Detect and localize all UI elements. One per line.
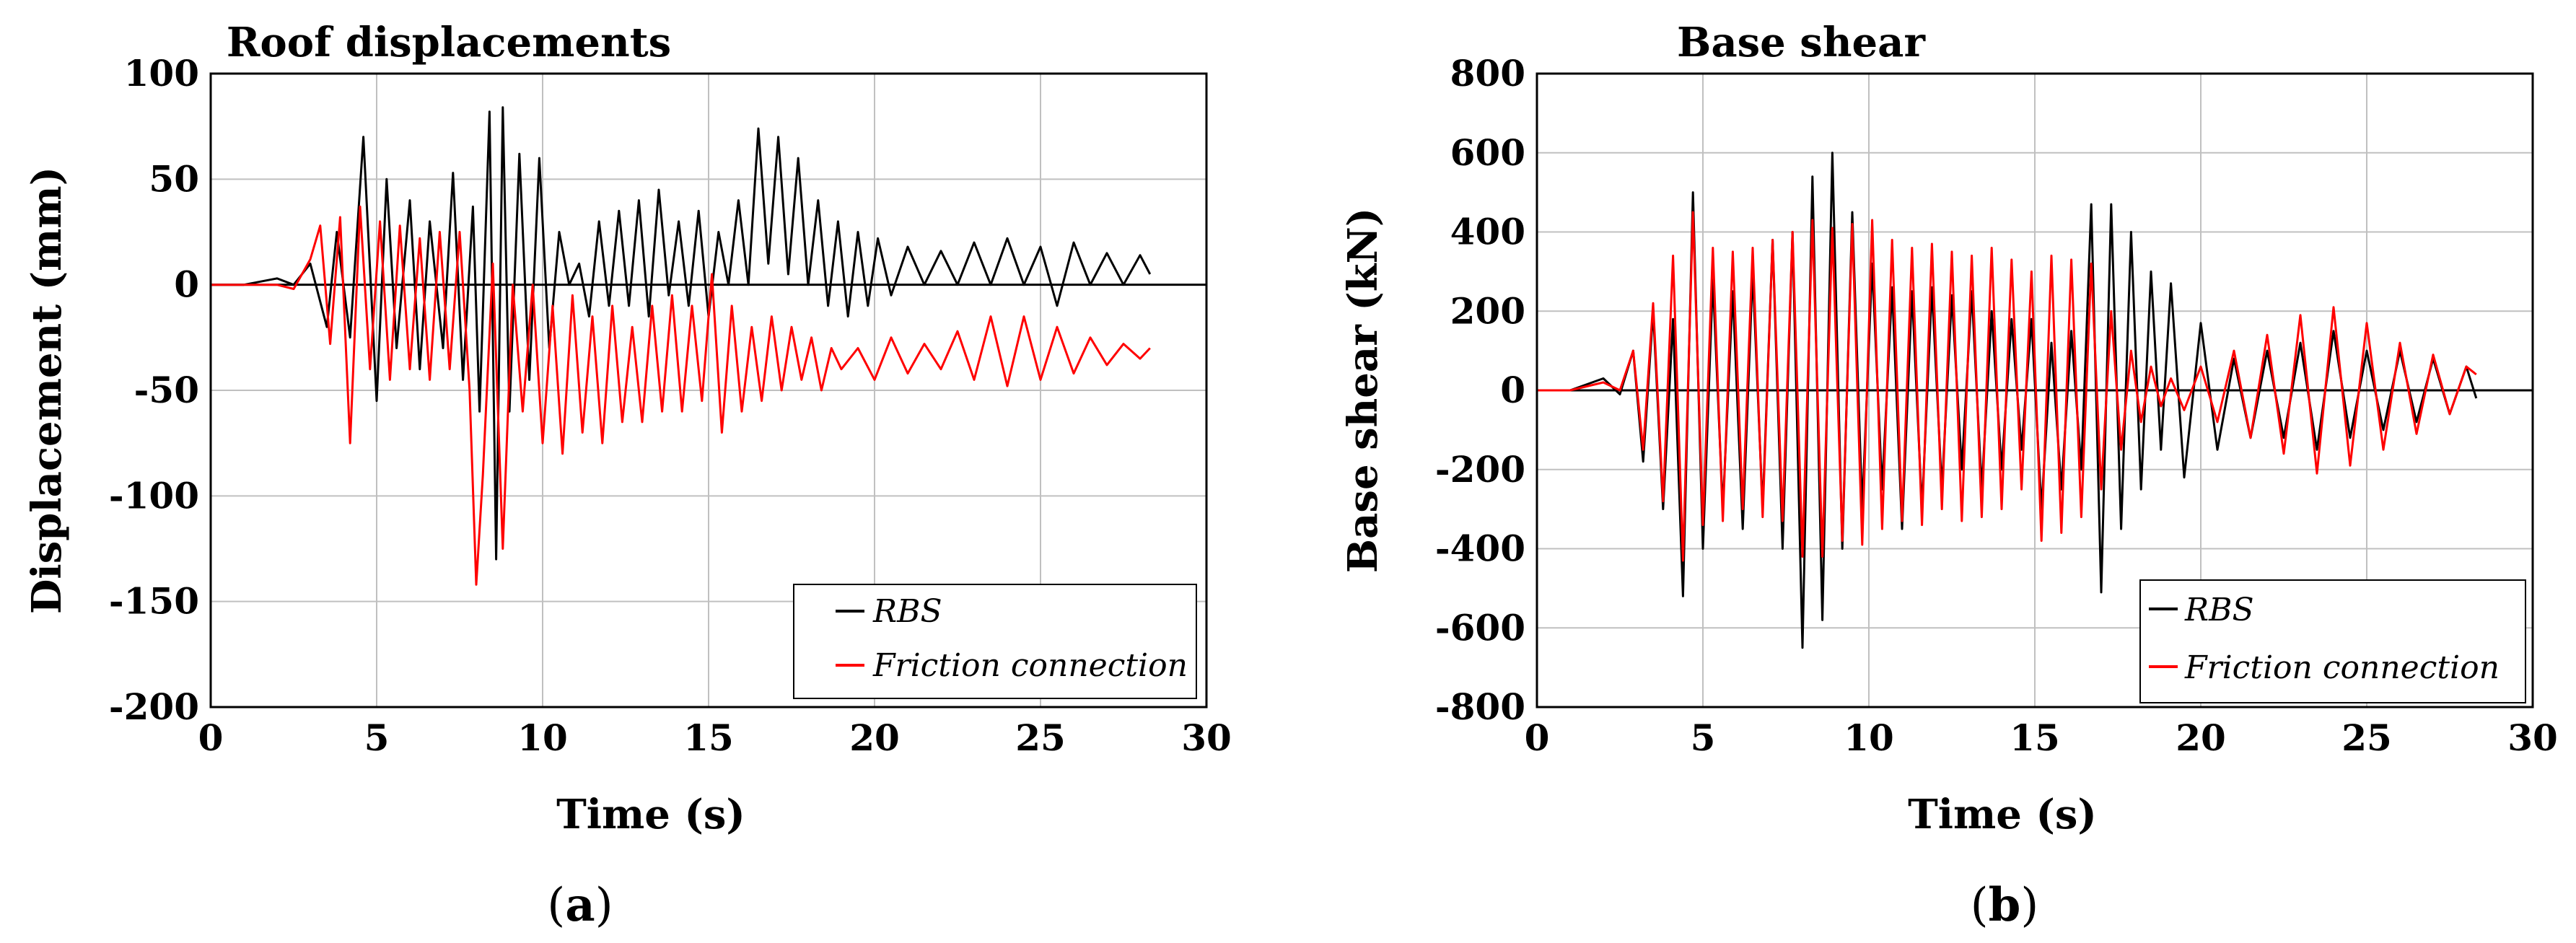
y-tick-label: 400 [1450, 211, 1525, 253]
x-tick-label: 30 [1181, 716, 1232, 759]
y-tick-label: -150 [109, 580, 199, 623]
x-tick-label: 15 [2010, 716, 2060, 759]
x-tick-labels: 0 5 10 15 20 25 30 [198, 716, 1232, 759]
y-axis-label: Displacement (mm) [23, 167, 71, 614]
x-tick-label: 0 [1525, 716, 1550, 759]
panel-label-a: (a) [547, 878, 613, 932]
plot-frame [209, 72, 1208, 709]
y-tick-label: 0 [174, 263, 199, 306]
y-tick-label: 800 [1450, 52, 1525, 95]
chart-title: Roof displacements [227, 19, 671, 66]
series-lines [211, 106, 1152, 586]
panel-label-b: (b) [1971, 878, 2039, 932]
x-tick-label: 20 [849, 716, 900, 759]
legend: RBS Friction connection [2139, 579, 2526, 703]
chart-title: Base shear [1677, 19, 1926, 66]
series-lines [1537, 152, 2478, 649]
x-tick-labels: 0 5 10 15 20 25 30 [1525, 716, 2558, 759]
x-tick-label: 15 [683, 716, 734, 759]
legend: RBS Friction connection [793, 584, 1197, 699]
chart-base-shear: Base shear -800-600-400-2000200400600800… [1339, 19, 2558, 932]
series-line-rbs [211, 106, 1152, 561]
y-tick-label: 600 [1450, 131, 1525, 174]
y-tick-label: -400 [1435, 527, 1525, 570]
y-tick-label: 100 [124, 52, 199, 95]
x-axis-label: Time (s) [556, 791, 745, 838]
y-axis-label: Base shear (kN) [1339, 208, 1387, 573]
series-line-friction-connection [211, 205, 1151, 586]
x-tick-label: 10 [517, 716, 568, 759]
x-tick-label: 25 [2341, 716, 2392, 759]
y-tick-label: 50 [149, 157, 199, 200]
plot-frame [1535, 72, 2534, 709]
legend-label-friction: Friction connection [2184, 649, 2500, 686]
y-tick-label: -200 [1435, 448, 1525, 491]
x-tick-label: 25 [1015, 716, 1066, 759]
legend-box [793, 584, 1197, 699]
y-tick-label: -800 [1435, 685, 1525, 728]
legend-label-friction: Friction connection [872, 647, 1188, 684]
chart-roof-displacements: Roof displacements -200-150-100-50050100… [23, 19, 1232, 932]
y-tick-labels: -200 -150 -100 -50 0 50 100 [109, 52, 199, 728]
y-tick-label: -200 [109, 685, 199, 728]
y-tick-labels: -800 -600 -400 -200 0 200 400 600 800 [1435, 52, 1525, 728]
x-tick-label: 20 [2176, 716, 2226, 759]
y-tick-label: -600 [1435, 606, 1525, 649]
x-tick-label: 5 [1691, 716, 1716, 759]
series-line-friction-connection [1537, 211, 2477, 562]
y-tick-label: -50 [134, 369, 199, 411]
x-tick-label: 10 [1844, 716, 1894, 759]
x-tick-label: 5 [364, 716, 390, 759]
legend-label-rbs: RBS [872, 593, 942, 630]
x-tick-label: 30 [2507, 716, 2558, 759]
legend-box [2139, 579, 2526, 703]
y-tick-label: 200 [1450, 289, 1525, 332]
x-tick-label: 0 [198, 716, 224, 759]
x-axis-label: Time (s) [1908, 791, 2097, 838]
legend-label-rbs: RBS [2184, 592, 2254, 628]
y-tick-label: -100 [109, 474, 199, 517]
y-tick-label: 0 [1500, 369, 1525, 411]
